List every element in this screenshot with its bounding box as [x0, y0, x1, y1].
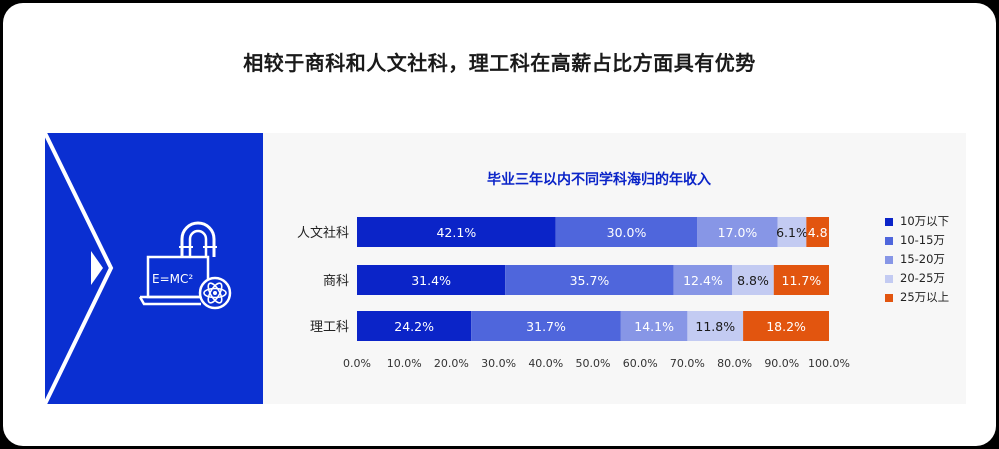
- chevron-arrow-icon: [91, 251, 103, 285]
- legend-swatch: [885, 218, 893, 226]
- physics-magnet-laptop-icon: E=MC²: [45, 133, 232, 404]
- x-tick-label: 30.0%: [481, 357, 516, 370]
- x-tick-label: 80.0%: [717, 357, 752, 370]
- legend-label: 20-25万: [900, 271, 945, 285]
- data-label: 6.1%: [776, 225, 808, 240]
- data-label: 42.1%: [436, 225, 476, 240]
- chevron-line-icon: [45, 133, 114, 404]
- data-label: 11.8%: [695, 319, 735, 334]
- legend-label: 25万以上: [900, 290, 949, 304]
- x-tick-label: 90.0%: [764, 357, 799, 370]
- legend-swatch: [885, 256, 893, 264]
- chart-panel: E=MC² 毕业三年以内不同学科海归的年收入 人文社科 42.1%: [45, 133, 966, 404]
- bar-segment: [673, 265, 733, 295]
- headline: 相较于商科和人文社科，理工科在高薪占比方面具有优势: [243, 51, 756, 75]
- data-label: 31.7%: [526, 319, 566, 334]
- data-label: 35.7%: [570, 273, 610, 288]
- bar-segment: [620, 311, 688, 341]
- data-label: 4.8: [808, 225, 828, 240]
- bar-segment: [732, 265, 774, 295]
- bar-segment: [806, 217, 829, 247]
- legend-swatch: [885, 294, 893, 302]
- bar-segment: [357, 217, 556, 247]
- legend-label: 15-20万: [900, 252, 945, 266]
- data-label: 12.4%: [683, 273, 723, 288]
- x-tick-label: 70.0%: [670, 357, 705, 370]
- bar-segment: [555, 217, 698, 247]
- data-label: 18.2%: [766, 319, 806, 334]
- data-label: 11.7%: [782, 273, 822, 288]
- bar-segment: [743, 311, 829, 341]
- magnet-icon: [180, 221, 216, 257]
- data-label: 24.2%: [394, 319, 434, 334]
- atom-icon: [198, 276, 232, 310]
- bar-segment: [773, 265, 829, 295]
- x-tick-label: 40.0%: [528, 357, 563, 370]
- category-label: 人文社科: [297, 225, 349, 241]
- x-tick-label: 60.0%: [623, 357, 658, 370]
- chart-area: 毕业三年以内不同学科海归的年收入 人文社科 42.1% 30.0% 17.0% 6.1%…: [263, 133, 966, 404]
- x-tick-label: 50.0%: [576, 357, 611, 370]
- x-tick-label: 0.0%: [343, 357, 371, 370]
- bar-segment: [697, 217, 778, 247]
- bar-segment: [777, 217, 807, 247]
- legend-label: 10万以下: [900, 214, 949, 228]
- x-tick-label: 10.0%: [387, 357, 422, 370]
- legend-swatch: [885, 237, 893, 245]
- data-label: 14.1%: [634, 319, 674, 334]
- formula-text: E=MC²: [152, 272, 193, 286]
- bar-segment: [357, 265, 506, 295]
- data-label: 17.0%: [718, 225, 758, 240]
- legend-label: 10-15万: [900, 233, 945, 247]
- legend-swatch: [885, 275, 893, 283]
- stacked-bar-chart: 毕业三年以内不同学科海归的年收入 人文社科 42.1% 30.0% 17.0% 6.1%…: [297, 171, 949, 370]
- bar-segment: [505, 265, 674, 295]
- card: 相较于商科和人文社科，理工科在高薪占比方面具有优势 E=MC²: [3, 3, 996, 446]
- bar-segment: [471, 311, 621, 341]
- category-label: 商科: [323, 274, 349, 289]
- x-tick-label: 100.0%: [808, 357, 850, 370]
- chart-title: 毕业三年以内不同学科海归的年收入: [487, 171, 711, 188]
- data-label: 8.8%: [737, 273, 769, 288]
- data-label: 30.0%: [607, 225, 647, 240]
- bar-segment: [357, 311, 472, 341]
- icon-panel: E=MC²: [45, 133, 263, 404]
- bar-segment: [687, 311, 744, 341]
- data-label: 31.4%: [411, 273, 451, 288]
- category-label: 理工科: [310, 320, 349, 335]
- x-tick-label: 20.0%: [434, 357, 469, 370]
